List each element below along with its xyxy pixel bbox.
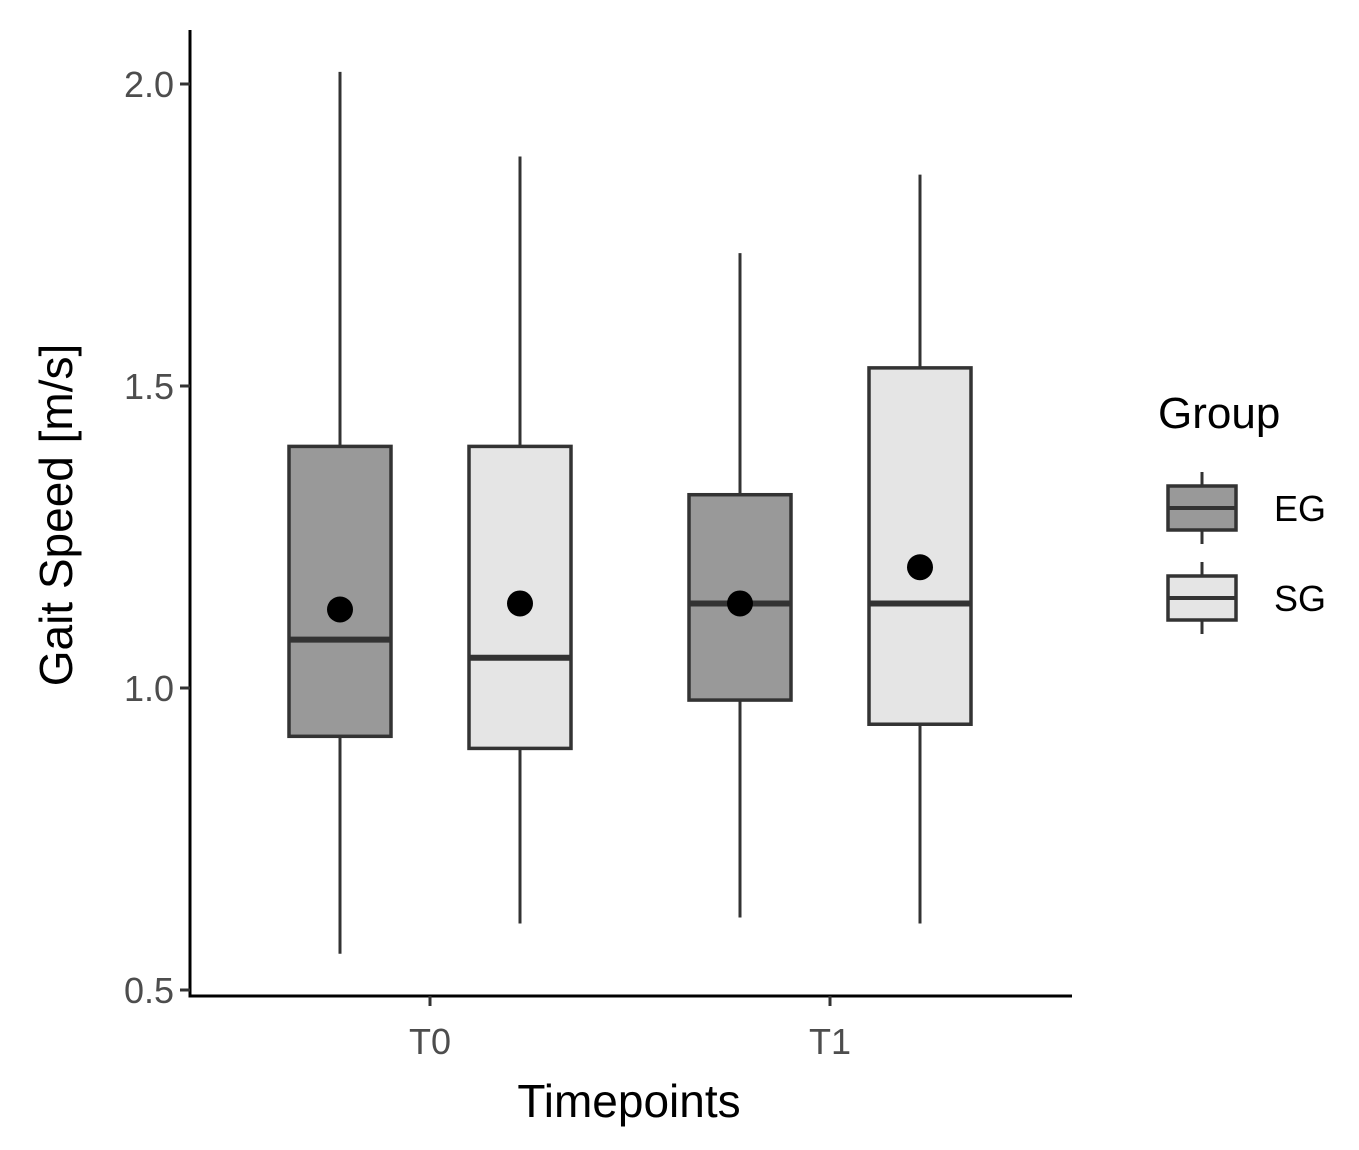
y-tick-label: 1.5 xyxy=(124,366,174,407)
mean-point xyxy=(507,590,533,617)
axes-layer xyxy=(188,30,1072,998)
legend-item-eg: EG xyxy=(1166,472,1326,544)
x-tick-label: T1 xyxy=(809,1021,851,1062)
mean-point xyxy=(727,590,753,617)
mean-point xyxy=(907,554,933,581)
y-tick-label: 1.0 xyxy=(124,668,174,709)
x-axis-title: Timepoints xyxy=(517,1075,740,1127)
legend-item-sg: SG xyxy=(1166,562,1326,634)
iqr-box xyxy=(867,366,973,726)
box-sg-t0 xyxy=(467,156,573,924)
box-eg-t0 xyxy=(287,71,393,954)
box-sg-t1 xyxy=(867,174,973,924)
x-tick-label: T0 xyxy=(409,1021,451,1062)
box-eg-t1 xyxy=(687,253,793,918)
marks-layer xyxy=(287,71,973,954)
ticks-layer: 0.5 1.0 1.5 2.0 T0 T1 xyxy=(124,64,851,1062)
y-axis-title: Gait Speed [m/s] xyxy=(30,344,82,687)
legend-items: EG SG xyxy=(1166,472,1326,634)
legend-label: EG xyxy=(1274,488,1326,529)
y-tick-label: 2.0 xyxy=(124,64,174,105)
iqr-box xyxy=(287,444,393,739)
legend: Group EG SG xyxy=(1158,389,1326,634)
legend-label: SG xyxy=(1274,578,1326,619)
legend-title: Group xyxy=(1158,389,1280,438)
mean-point xyxy=(327,596,353,623)
y-tick-label: 0.5 xyxy=(124,970,174,1011)
